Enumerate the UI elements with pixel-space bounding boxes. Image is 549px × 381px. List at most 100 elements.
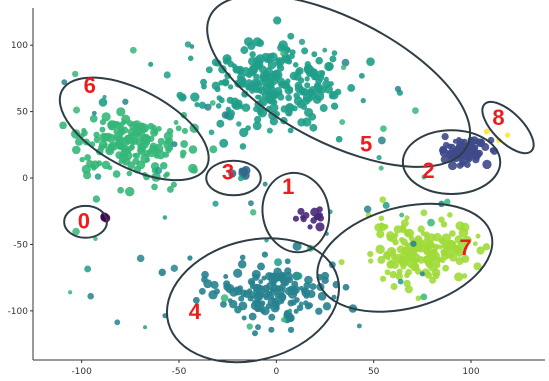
data-point-cluster-6 <box>137 143 145 152</box>
data-point-cluster-7 <box>404 285 413 294</box>
data-point-cluster-5 <box>285 78 291 84</box>
data-point-cluster-4 <box>223 280 231 288</box>
data-point-cluster-5 <box>187 55 194 62</box>
data-point-cluster-7 <box>476 246 485 255</box>
data-point-cluster-5 <box>360 97 366 104</box>
data-point-cluster-6 <box>113 128 119 135</box>
data-point-cluster-6 <box>133 152 141 159</box>
data-point-cluster-4 <box>241 315 247 321</box>
cluster-label-1: 1 <box>282 174 294 199</box>
y-tick-label: -100 <box>8 307 29 317</box>
data-point-cluster-7 <box>393 225 402 234</box>
data-point-cluster-6 <box>181 127 189 134</box>
x-tick-label: 50 <box>368 367 380 377</box>
data-point-cluster-5 <box>237 76 244 82</box>
data-point-cluster-4 <box>331 294 337 300</box>
data-point-cluster-5 <box>301 47 309 55</box>
data-point-cluster-6 <box>121 137 131 147</box>
data-point-stray <box>399 212 405 218</box>
data-point-cluster-6 <box>59 121 67 130</box>
data-point-cluster-7 <box>449 253 458 262</box>
data-point-cluster-4 <box>272 300 278 306</box>
data-point-cluster-6 <box>144 139 151 146</box>
data-point-cluster-7 <box>460 222 470 232</box>
data-point-cluster-1 <box>315 222 325 232</box>
data-point-stray <box>378 165 384 171</box>
data-point-cluster-4 <box>223 273 229 279</box>
data-point-cluster-4 <box>239 254 246 261</box>
data-point-cluster-6 <box>164 171 170 177</box>
data-point-cluster-6 <box>175 125 182 132</box>
data-point-cluster-6 <box>106 133 116 143</box>
data-point-cluster-5 <box>269 117 278 126</box>
data-point-cluster-6 <box>157 137 165 146</box>
data-point-cluster-5 <box>284 85 294 95</box>
data-point-cluster-7 <box>473 262 482 271</box>
data-point-cluster-6 <box>81 164 91 174</box>
data-point-cluster-5 <box>329 55 337 63</box>
x-tick-label: 0 <box>273 367 279 377</box>
data-point-cluster-7 <box>399 225 407 234</box>
data-point-cluster-5 <box>216 119 225 128</box>
data-point-cluster-4 <box>268 313 276 321</box>
data-point-stray <box>249 209 257 216</box>
data-point-cluster-4 <box>252 299 258 306</box>
data-point-stray <box>129 46 137 54</box>
data-point-cluster-4 <box>268 275 278 285</box>
data-point-cluster-7 <box>367 250 374 258</box>
data-point-cluster-4 <box>210 280 219 290</box>
data-point-stray <box>377 136 386 145</box>
data-point-cluster-4 <box>261 251 268 258</box>
data-point-cluster-5 <box>298 87 307 95</box>
data-point-stray <box>87 292 94 300</box>
data-point-cluster-5 <box>358 72 365 79</box>
data-point-cluster-4 <box>251 269 261 279</box>
data-point-cluster-7 <box>388 259 396 266</box>
data-point-cluster-6 <box>70 129 81 139</box>
cluster-label-6: 6 <box>84 73 96 98</box>
data-point-cluster-2 <box>464 161 471 168</box>
data-point-stray <box>420 293 428 301</box>
data-point-stray <box>209 100 216 106</box>
data-point-stray <box>341 58 350 67</box>
data-point-stray <box>204 103 212 111</box>
data-point-cluster-7 <box>386 235 393 242</box>
data-point-cluster-7 <box>403 279 411 288</box>
data-point-cluster-4 <box>276 286 285 296</box>
data-point-cluster-5 <box>347 84 356 92</box>
data-point-stray <box>72 70 79 78</box>
data-point-stray <box>93 236 98 241</box>
data-point-stray <box>143 325 148 330</box>
data-point-cluster-6 <box>114 121 120 127</box>
data-point-cluster-5 <box>148 61 154 67</box>
data-point-stray <box>136 254 145 263</box>
data-point-cluster-5 <box>253 86 260 94</box>
data-point-cluster-6 <box>99 126 106 133</box>
data-point-cluster-6 <box>209 145 218 154</box>
data-point-cluster-4 <box>249 284 255 290</box>
data-point-cluster-7 <box>447 212 453 218</box>
data-point-cluster-7 <box>435 262 441 268</box>
cluster-outline-1 <box>261 171 331 254</box>
data-point-cluster-5 <box>285 103 293 111</box>
data-point-cluster-7 <box>396 245 405 254</box>
data-point-stray <box>208 129 215 136</box>
data-point-cluster-5 <box>277 64 285 72</box>
data-point-cluster-7 <box>445 240 455 250</box>
data-point-cluster-6 <box>188 163 198 174</box>
cluster-outlines <box>58 0 535 364</box>
data-point-cluster-2 <box>452 138 458 144</box>
data-point-cluster-6 <box>139 123 150 133</box>
data-point-stray <box>397 278 404 285</box>
data-point-cluster-5 <box>302 96 311 105</box>
data-point-cluster-2 <box>448 161 458 171</box>
data-point-cluster-2 <box>464 153 472 161</box>
data-point-cluster-7 <box>379 275 387 282</box>
data-point-cluster-7 <box>410 261 420 271</box>
data-point-cluster-7 <box>437 244 443 250</box>
data-point-cluster-4 <box>303 282 311 290</box>
data-point-stray <box>246 323 253 330</box>
data-point-cluster-5 <box>285 94 293 102</box>
data-point-stray <box>444 198 451 205</box>
data-point-stray <box>237 175 244 182</box>
